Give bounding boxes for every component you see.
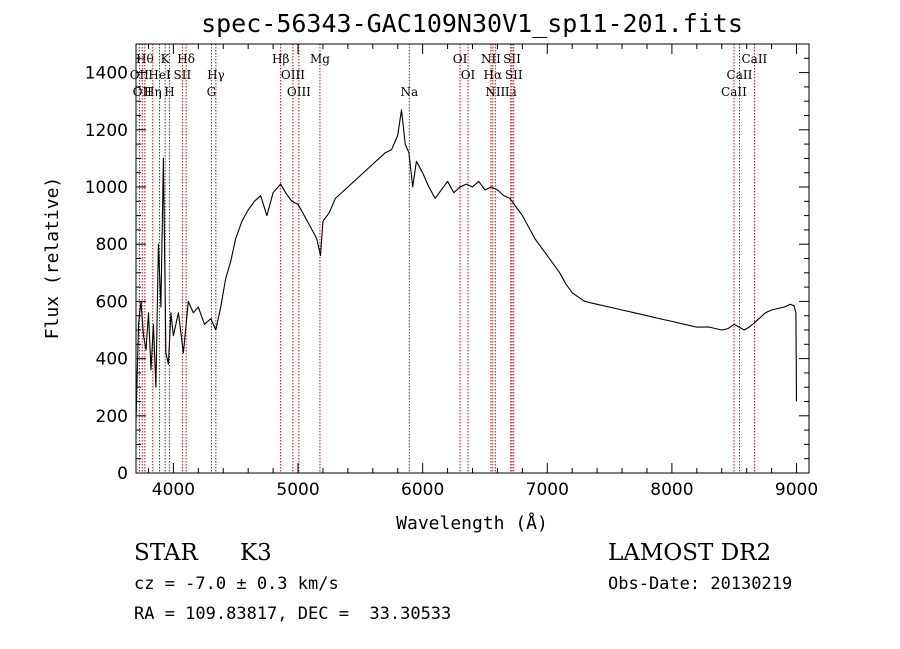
line-marker-label-10: Hγ bbox=[207, 68, 225, 82]
line-marker-label-19: Hα bbox=[484, 68, 503, 82]
redshift-text: cz = -7.0 ± 0.3 km/s bbox=[134, 574, 339, 594]
x-tick-label-0: 4000 bbox=[152, 480, 195, 500]
y-tick-label-1: 200 bbox=[96, 407, 128, 427]
line-marker-label-3: Hη bbox=[144, 85, 162, 99]
line-marker-label-7: SII bbox=[174, 68, 192, 82]
line-marker-label-24: CaII bbox=[721, 85, 747, 99]
line-marker-label-11: Hβ bbox=[272, 52, 289, 66]
x-tick-label-4: 8000 bbox=[650, 480, 693, 500]
line-marker-label-12: OIII bbox=[281, 68, 305, 82]
line-marker-label-14: Mg bbox=[310, 52, 330, 66]
line-markers: OIIOIIHθHηHeIKHSIIHδGHγHβOIIIOIIIMgNaOIO… bbox=[130, 44, 768, 473]
line-marker-label-13: OIII bbox=[287, 85, 311, 99]
spectrum-line-0 bbox=[135, 109, 798, 422]
y-tick-label-4: 800 bbox=[96, 235, 128, 255]
object-subclass: K3 bbox=[240, 540, 272, 566]
chart-title: spec-56343-GAC109N30V1_sp11-201.fits bbox=[201, 9, 743, 38]
line-marker-label-4: HeI bbox=[148, 68, 171, 82]
line-marker-label-0: OII bbox=[130, 68, 150, 82]
spectrum-series bbox=[135, 109, 798, 422]
y-axis-ticks: 0 200 400 600 800 1000 1200 1400 bbox=[85, 57, 809, 484]
line-marker-label-9: G bbox=[207, 85, 217, 99]
y-tick-label-0: 0 bbox=[117, 464, 128, 484]
line-marker-label-1: OII bbox=[133, 85, 153, 99]
x-tick-label-5: 9000 bbox=[775, 480, 818, 500]
y-tick-label-2: 400 bbox=[96, 350, 128, 370]
line-marker-label-25: CaII bbox=[727, 68, 753, 82]
obs-date-text: Obs-Date: 20130219 bbox=[608, 574, 793, 594]
line-marker-label-26: CaII bbox=[741, 52, 767, 66]
plot-frame bbox=[135, 43, 810, 474]
line-marker-label-23: SII bbox=[505, 68, 523, 82]
line-marker-label-2: Hθ bbox=[136, 52, 154, 66]
coordinates-text: RA = 109.83817, DEC = 33.30533 bbox=[134, 604, 452, 624]
line-marker-label-21: Li bbox=[505, 85, 517, 99]
y-tick-label-7: 1400 bbox=[85, 64, 128, 84]
x-axis-label: Wavelength (Å) bbox=[396, 512, 548, 534]
y-tick-label-5: 1000 bbox=[85, 178, 128, 198]
line-marker-label-6: H bbox=[164, 85, 174, 99]
line-marker-label-17: OI bbox=[461, 68, 476, 82]
line-marker-label-20: NII bbox=[485, 85, 505, 99]
line-marker-label-18: NII bbox=[481, 52, 501, 66]
x-axis-ticks: 4000 5000 6000 7000 8000 9000 bbox=[147, 44, 818, 500]
line-marker-label-15: Na bbox=[400, 85, 418, 99]
line-marker-label-22: SII bbox=[503, 52, 521, 66]
object-class: STAR bbox=[134, 540, 198, 566]
x-tick-label-1: 5000 bbox=[276, 480, 319, 500]
line-marker-label-8: Hδ bbox=[177, 52, 195, 66]
x-tick-label-2: 6000 bbox=[401, 480, 444, 500]
y-tick-label-3: 600 bbox=[96, 292, 128, 312]
x-tick-label-3: 7000 bbox=[526, 480, 569, 500]
y-axis-label: Flux (relative) bbox=[42, 177, 63, 340]
line-marker-label-16: OI bbox=[453, 52, 468, 66]
line-marker-label-5: K bbox=[161, 52, 171, 66]
y-tick-label-6: 1200 bbox=[85, 121, 128, 141]
survey-label: LAMOST DR2 bbox=[608, 540, 772, 566]
